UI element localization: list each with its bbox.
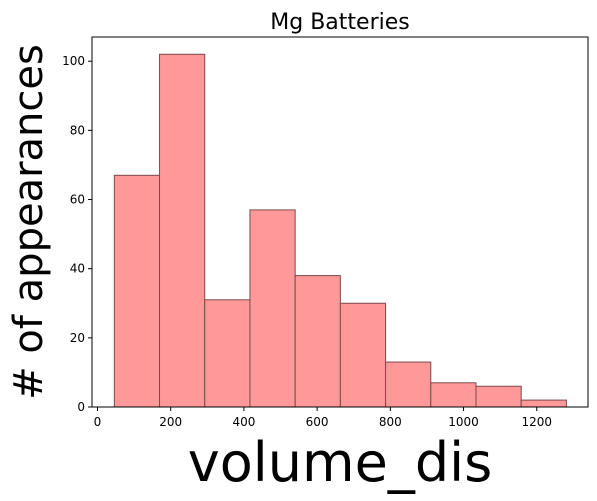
y-tick-label: 60 — [70, 193, 85, 207]
x-tick-label: 600 — [306, 415, 329, 429]
chart-title: Mg Batteries — [270, 10, 409, 35]
histogram-bar — [475, 385, 522, 408]
x-axis-label: volume_dis — [188, 431, 492, 494]
bars-group — [113, 53, 567, 408]
histogram-bar — [430, 382, 477, 408]
y-axis-label: # of appearances — [6, 44, 52, 400]
histogram-bar — [113, 174, 161, 408]
x-tick-label: 1200 — [521, 415, 552, 429]
x-tick-label: 800 — [379, 415, 402, 429]
y-tick-label: 20 — [70, 331, 85, 345]
y-tick-label: 0 — [77, 400, 85, 414]
x-tick-label: 400 — [232, 415, 255, 429]
histogram-bar — [294, 275, 341, 408]
histogram-bar — [520, 399, 567, 408]
histogram-bar — [385, 361, 432, 408]
histogram-bar — [204, 299, 251, 408]
histogram-bar — [249, 209, 296, 408]
x-tick-label: 1000 — [448, 415, 479, 429]
histogram-bar — [159, 53, 206, 408]
y-tick-label: 80 — [70, 123, 85, 137]
x-tick-label: 200 — [159, 415, 182, 429]
plot-frame — [91, 36, 589, 408]
x-tick-label: 0 — [94, 415, 102, 429]
y-tick-label: 100 — [62, 54, 85, 68]
y-tick-label: 40 — [70, 262, 85, 276]
x-axis-ticks: 0 200 400 600 800 1000 1200 — [94, 407, 552, 429]
histogram-bar — [339, 302, 387, 408]
y-axis-ticks: 0 20 40 60 80 100 — [62, 54, 92, 414]
